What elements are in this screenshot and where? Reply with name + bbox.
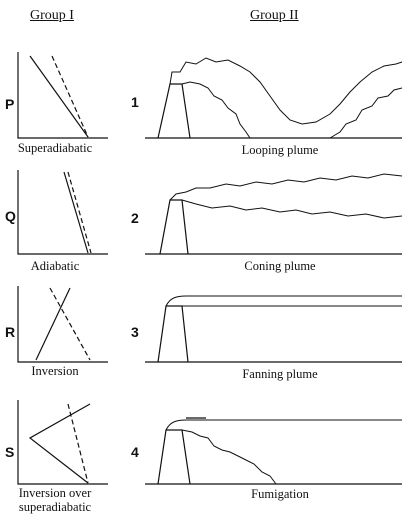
plume-4-upper-edge [165, 419, 402, 431]
graph-r-adiabatic-line [49, 287, 91, 361]
graph-q-environment-line [63, 171, 89, 254]
caption-fanning-plume: Fanning plume [242, 367, 318, 381]
caption-looping-plume: Looping plume [241, 143, 319, 157]
graph-p-environment-line [29, 55, 89, 138]
graph-r-environment-line [35, 287, 71, 361]
sketch-coning-plume [145, 173, 403, 255]
graph-s-inversion-over-superadiabatic [17, 400, 108, 485]
label-p: P [5, 96, 15, 112]
label-s: S [5, 444, 15, 460]
plume-3-upper-edge [165, 295, 402, 307]
stack-2 [159, 199, 189, 255]
caption-coning-plume: Coning plume [244, 259, 316, 273]
graph-q-adiabatic [17, 170, 108, 255]
label-2: 2 [131, 210, 139, 226]
graph-p-axes [17, 52, 108, 139]
group-ii-heading: Group II [250, 8, 299, 23]
graph-p-adiabatic-line [51, 55, 89, 138]
label-3: 3 [131, 324, 139, 340]
caption-superadiabatic-2: superadiabatic [18, 500, 92, 514]
graph-q-axes [17, 170, 108, 255]
label-1: 1 [131, 94, 139, 110]
graph-r-inversion [17, 286, 108, 363]
sketch-fumigation [145, 417, 402, 485]
caption-superadiabatic: Superadiabatic [17, 141, 93, 155]
plume-1-lower-edge [181, 81, 403, 139]
label-4: 4 [131, 444, 139, 460]
stack-4 [157, 429, 191, 485]
caption-fumigation: Fumigation [251, 487, 309, 501]
stack-1 [157, 83, 191, 139]
sketch-fanning-plume [145, 295, 402, 363]
graph-p-superadiabatic [17, 52, 108, 139]
group-i-heading: Group I [30, 8, 74, 23]
caption-inversion: Inversion [31, 364, 79, 378]
plume-2-upper-edge [169, 173, 403, 201]
caption-inversion-over: Inversion over [18, 486, 92, 500]
graph-s-axes [17, 400, 108, 485]
plume-2-lower-edge [181, 199, 403, 219]
graph-q-adiabatic-line [67, 171, 92, 254]
label-r: R [5, 324, 16, 340]
caption-adiabatic: Adiabatic [30, 259, 80, 273]
plume-1-upper-edge [169, 57, 403, 125]
graph-s-environment-line [28, 403, 91, 484]
graph-r-axes [17, 286, 108, 363]
plume-4-lower-edge [181, 429, 277, 485]
stack-3 [157, 305, 189, 363]
sketch-looping-plume [145, 57, 403, 139]
graph-s-adiabatic-line [67, 403, 89, 484]
label-q: Q [5, 208, 16, 224]
